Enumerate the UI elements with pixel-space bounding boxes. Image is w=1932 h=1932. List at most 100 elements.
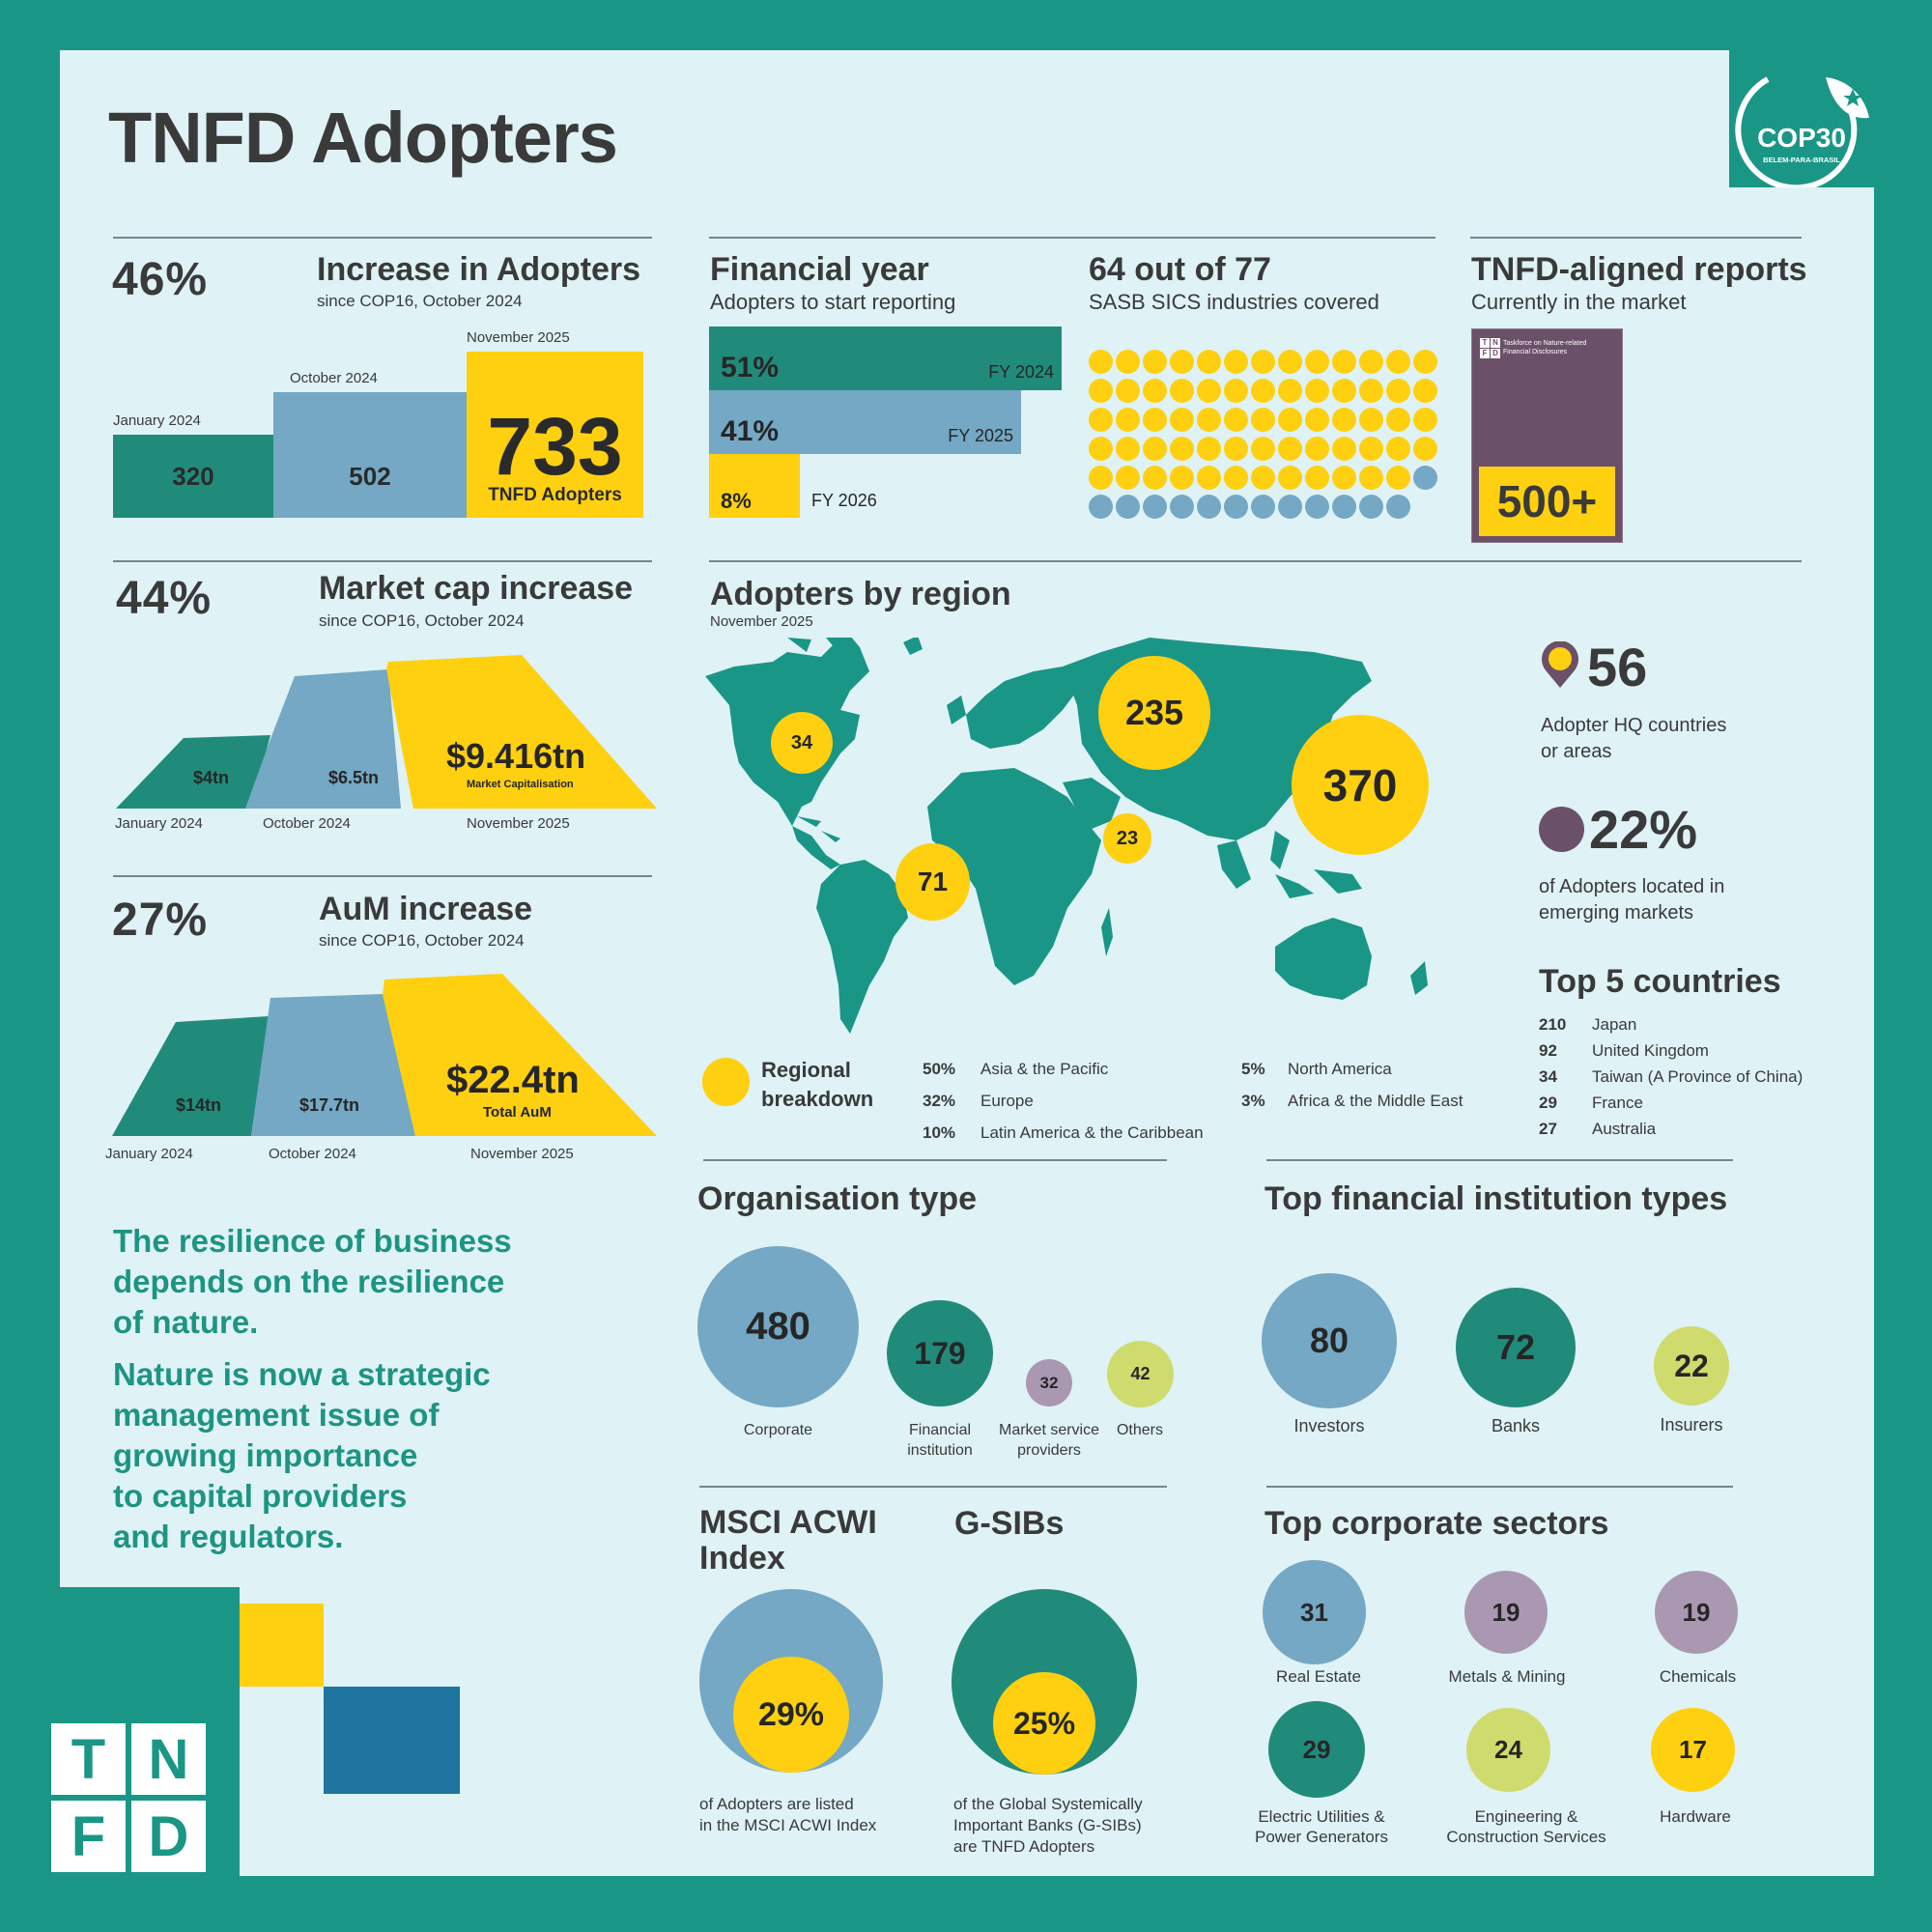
aum-title: AuM increase [319,891,533,927]
sasb-dot-covered [1359,408,1383,432]
region-subtitle: November 2025 [710,613,813,630]
sector-bubble-engineering: 24 [1466,1708,1550,1792]
sasb-dot-covered [1143,379,1167,403]
tnfd-logo-letter: D [131,1801,206,1872]
regional-breakdown-label: Regional breakdown [761,1058,874,1111]
breakdown-row: 32% Europe [923,1092,1034,1110]
sasb-dot-uncovered [1278,495,1302,519]
divider [709,560,1802,562]
sasb-dot-covered [1143,466,1167,490]
financial-year-title: Financial year [710,251,929,288]
hq-label: Adopter HQ countries or areas [1541,715,1727,762]
sasb-dot-covered [1089,350,1113,374]
report-cover-org: Taskforce on Nature-related Financial Di… [1503,340,1587,355]
mission-quote: The resilience of business depends on th… [113,1223,512,1554]
fy2025-bar: 41% FY 2025 [709,390,1021,454]
aum-subtitle: since COP16, October 2024 [319,931,525,950]
sector-label: Chemicals [1659,1667,1737,1686]
report-cover-tnfd-icon: T N F D [1480,338,1500,358]
sasb-dot-covered [1116,466,1140,490]
sasb-dot-uncovered [1359,495,1383,519]
breakdown-row: 50% Asia & the Pacific [923,1060,1109,1078]
sasb-dot-covered [1197,408,1221,432]
sasb-dot-covered [1224,408,1248,432]
fy2026-label: FY 2026 [811,491,877,510]
sasb-dot-uncovered [1251,495,1275,519]
sasb-dot-covered [1278,437,1302,461]
svg-text:COP30: COP30 [1757,123,1846,153]
region-bubble-europe[interactable]: 235 [1098,656,1210,770]
aum-area-chart [112,974,657,1136]
aum-value-oct: $17.7tn [299,1095,360,1115]
sasb-dot-covered [1224,350,1248,374]
tnfd-logo-letter: N [131,1723,206,1795]
sasb-dot-covered [1332,437,1356,461]
top5-title: Top 5 countries [1539,963,1781,1000]
axis-date: October 2024 [269,1146,356,1162]
region-bubble-asia-pacific[interactable]: 370 [1292,715,1429,855]
market-cap-subtitle: since COP16, October 2024 [319,611,525,630]
breakdown-row: 3% Africa & the Middle East [1241,1092,1463,1110]
axis-date: January 2024 [115,815,203,832]
region-title: Adopters by region [710,576,1011,612]
breakdown-row: 10% Latin America & the Caribbean [923,1123,1204,1142]
divider [113,560,652,562]
sector-label: Engineering & Construction Services [1446,1807,1606,1846]
sector-bubble-chemicals: 19 [1655,1571,1738,1654]
sasb-dot-covered [1197,466,1221,490]
sasb-dot-uncovered [1116,495,1140,519]
adopters-increase-pct: 46% [112,254,209,305]
fi-bubble-insurers: 22 [1654,1326,1729,1406]
sasb-dot-covered [1170,408,1194,432]
divider [1266,1486,1733,1488]
fy2024-bar: 51% FY 2024 [709,327,1062,390]
sasb-dot-uncovered [1170,495,1194,519]
sasb-dot-covered [1170,379,1194,403]
org-bubble-financial: 179 [887,1300,993,1406]
page-title: TNFD Adopters [108,98,618,178]
sasb-dot-covered [1278,466,1302,490]
bar-date: October 2024 [290,370,378,386]
sectors-title: Top corporate sectors [1264,1505,1609,1542]
sector-label: Electric Utilities & Power Generators [1255,1807,1388,1846]
sasb-dot-covered [1116,408,1140,432]
sasb-dot-covered [1170,466,1194,490]
sasb-dot-uncovered [1224,495,1248,519]
org-type-title: Organisation type [697,1180,978,1217]
sasb-dot-covered [1251,437,1275,461]
sasb-dot-covered [1386,350,1410,374]
divider [1470,237,1802,239]
tnfd-logo-letter: F [51,1801,126,1872]
emerging-markets-pct: 22% [1589,799,1698,860]
sasb-dot-covered [1359,466,1383,490]
sasb-dot-covered [1413,350,1437,374]
top5-row: 29 France [1539,1094,1643,1112]
sasb-title: 64 out of 77 [1089,251,1271,288]
divider [709,237,1435,239]
region-bubble-north-america[interactable]: 34 [771,712,833,774]
adopters-bar-jan-2024: 320 [113,435,273,518]
sasb-dot-covered [1386,437,1410,461]
location-pin-icon [1542,641,1578,688]
cop30-emblem-icon: COP30 BELEM-PARA-BRASIL [1735,76,1869,191]
sasb-dot-covered [1143,350,1167,374]
sasb-dot-covered [1278,350,1302,374]
region-bubble-africa[interactable]: 23 [1103,813,1151,864]
sasb-dot-uncovered [1197,495,1221,519]
divider [699,1486,1167,1488]
sasb-dot-uncovered [1386,495,1410,519]
aum-value-jan: $14tn [176,1095,222,1115]
org-bubble-corporate: 480 [697,1246,859,1407]
sector-label: Metals & Mining [1448,1667,1566,1686]
sasb-dot-covered [1305,379,1329,403]
org-label: Market service providers [998,1422,1100,1459]
region-bubble-latin-america[interactable]: 71 [895,843,970,921]
sector-bubble-electric-utilities: 29 [1268,1701,1365,1798]
gsibs-description: of the Global Systemically Important Ban… [953,1795,1143,1856]
legend-dot-yellow [702,1058,750,1106]
sasb-dot-covered [1170,350,1194,374]
sasb-dot-covered [1089,437,1113,461]
sasb-dot-covered [1089,379,1113,403]
divider [113,237,652,239]
market-cap-title: Market cap increase [319,570,634,607]
